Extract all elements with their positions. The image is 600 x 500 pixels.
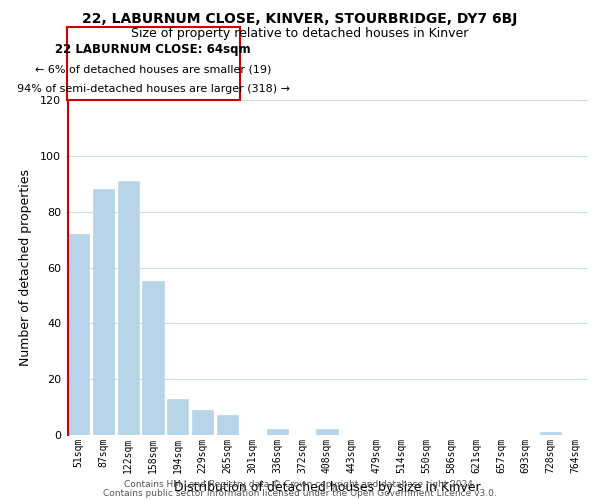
Bar — [68, 234, 89, 435]
Bar — [192, 410, 213, 435]
Bar — [540, 432, 561, 435]
FancyBboxPatch shape — [67, 28, 240, 100]
Bar — [142, 282, 164, 435]
Bar — [267, 430, 288, 435]
Text: 22, LABURNUM CLOSE, KINVER, STOURBRIDGE, DY7 6BJ: 22, LABURNUM CLOSE, KINVER, STOURBRIDGE,… — [82, 12, 518, 26]
Y-axis label: Number of detached properties: Number of detached properties — [19, 169, 32, 366]
Bar — [93, 190, 114, 435]
Bar — [217, 416, 238, 435]
Text: 94% of semi-detached houses are larger (318) →: 94% of semi-detached houses are larger (… — [17, 84, 290, 94]
Bar — [316, 430, 338, 435]
Bar — [118, 181, 139, 435]
Text: Contains HM Land Registry data © Crown copyright and database right 2024.: Contains HM Land Registry data © Crown c… — [124, 480, 476, 489]
Text: Size of property relative to detached houses in Kinver: Size of property relative to detached ho… — [131, 28, 469, 40]
Text: 22 LABURNUM CLOSE: 64sqm: 22 LABURNUM CLOSE: 64sqm — [55, 44, 251, 56]
X-axis label: Distribution of detached houses by size in Kinver: Distribution of detached houses by size … — [173, 482, 481, 494]
Text: ← 6% of detached houses are smaller (19): ← 6% of detached houses are smaller (19) — [35, 64, 271, 74]
Text: Contains public sector information licensed under the Open Government Licence v3: Contains public sector information licen… — [103, 488, 497, 498]
Bar — [167, 398, 188, 435]
